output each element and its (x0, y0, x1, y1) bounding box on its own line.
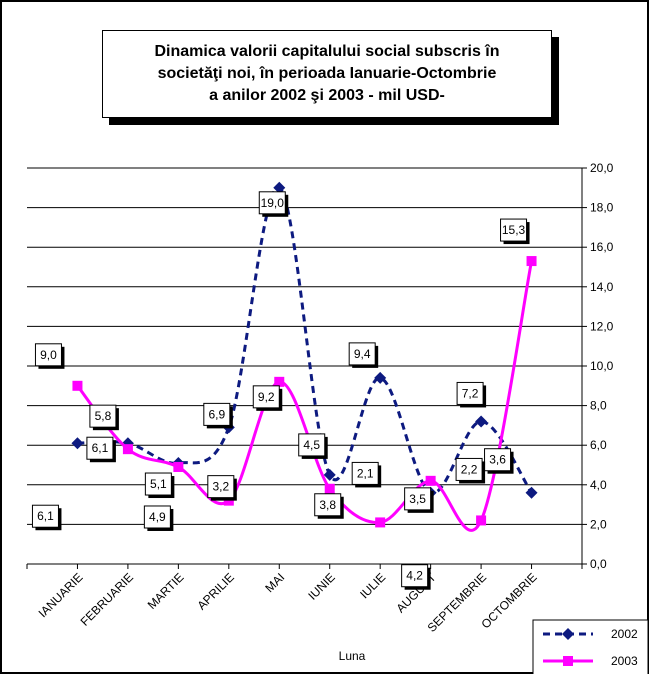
x-tick-label: IULIE (357, 570, 388, 601)
x-tick-label: MARTIE (145, 570, 187, 612)
data-label: 5,8 (95, 409, 112, 423)
data-point-2003 (274, 376, 285, 387)
x-tick-label: APRILIE (194, 570, 236, 612)
y-tick-label: 2,0 (590, 517, 607, 531)
data-label-box (207, 475, 235, 499)
y-tick-label: 16,0 (590, 240, 614, 254)
data-point-2003 (324, 483, 335, 494)
data-point-2003 (72, 380, 83, 391)
data-label: 2,1 (357, 466, 374, 480)
x-tick-label: IANUARIE (36, 570, 86, 620)
y-tick-label: 12,0 (590, 319, 614, 333)
data-point-2003 (173, 461, 184, 472)
data-label: 2,2 (461, 462, 478, 476)
data-label-box (252, 385, 280, 409)
data-label-box (144, 472, 172, 496)
legend-box (532, 619, 649, 674)
data-label-box (351, 461, 379, 485)
data-label-box (143, 505, 171, 529)
y-axis: 0,0 2,0 4,0 6,0 8,0 10,0 12,0 14,0 16,0 18,0 20,0 (581, 161, 614, 571)
data-label-box (500, 218, 528, 242)
y-tick-label: 4,0 (590, 478, 607, 492)
data-point-2003 (122, 444, 133, 455)
data-label: 9,2 (258, 390, 275, 404)
data-label: 5,1 (150, 477, 167, 491)
legend-2003-label: 2003 (611, 654, 638, 668)
data-label-box (89, 404, 117, 428)
y-tick-label: 0,0 (590, 557, 607, 571)
y-tick-label: 14,0 (590, 280, 614, 294)
title-line-2: societăţi noi, în perioada Ianuarie-Octo… (157, 65, 497, 82)
data-label-box (484, 448, 512, 472)
data-label-box (314, 493, 342, 517)
data-label-box (34, 343, 62, 367)
data-label-box (456, 381, 484, 405)
x-tick-label: MAI (262, 570, 287, 595)
data-label: 19,0 (261, 196, 285, 210)
data-label: 3,8 (319, 498, 336, 512)
data-label-box (258, 191, 286, 215)
data-label: 6,1 (37, 509, 54, 523)
data-labels: 6,1 6,1 5,1 6,9 19,0 4,5 9,4 4,2 7,2 3,6 9,0 5,8 4,9… (31, 191, 530, 590)
data-label-box (455, 457, 483, 481)
data-point-2003 (476, 515, 487, 526)
data-label-box (348, 342, 376, 366)
data-point-2002 (71, 437, 84, 450)
y-tick-label: 20,0 (590, 161, 614, 175)
data-label: 4,9 (149, 510, 166, 524)
x-tick-label: FEBRUARIE (78, 570, 136, 628)
data-label: 3,2 (212, 480, 229, 494)
series-line-2002 (77, 186, 533, 495)
data-label-box (298, 433, 326, 457)
data-point-2003 (425, 475, 436, 486)
data-label: 9,0 (40, 348, 57, 362)
data-label-box (401, 564, 429, 588)
data-label-box (203, 402, 231, 426)
data-point-2002 (374, 371, 387, 384)
data-point-2003 (526, 256, 537, 267)
data-label: 4,5 (303, 438, 320, 452)
x-axis-label: Luna (339, 649, 366, 663)
data-label: 3,5 (409, 492, 426, 506)
grid-lines (27, 167, 582, 565)
y-tick-label: 18,0 (590, 201, 614, 215)
legend-2002-marker (562, 628, 574, 640)
data-point-2003 (375, 517, 386, 528)
data-point-2002 (525, 486, 538, 499)
data-label-box (86, 436, 114, 460)
chart-title: Dinamica valorii capitalului social subs… (102, 30, 552, 118)
data-point-2002 (475, 415, 488, 428)
legend-2003-marker (563, 656, 573, 666)
data-point-2002 (323, 468, 336, 481)
data-label: 3,6 (489, 453, 506, 467)
data-label-box (404, 487, 432, 511)
title-line-3: a anilor 2002 şi 2003 - mil USD- (209, 87, 445, 104)
legend: 2002 2003 (532, 619, 649, 674)
legend-2002-label: 2002 (611, 627, 638, 641)
data-label: 9,4 (354, 347, 371, 361)
y-tick-label: 6,0 (590, 438, 607, 452)
title-line-1: Dinamica valorii capitalului social subs… (154, 43, 500, 60)
data-point-2002 (273, 181, 286, 194)
data-label: 4,2 (406, 569, 423, 583)
data-label-box (31, 504, 59, 528)
y-tick-label: 8,0 (590, 399, 607, 413)
data-label: 7,2 (462, 386, 479, 400)
y-tick-label: 10,0 (590, 359, 614, 373)
data-label: 6,9 (208, 407, 225, 421)
data-label: 15,3 (502, 223, 526, 237)
x-tick-label: IUNIE (305, 570, 338, 603)
data-label: 6,1 (92, 441, 109, 455)
